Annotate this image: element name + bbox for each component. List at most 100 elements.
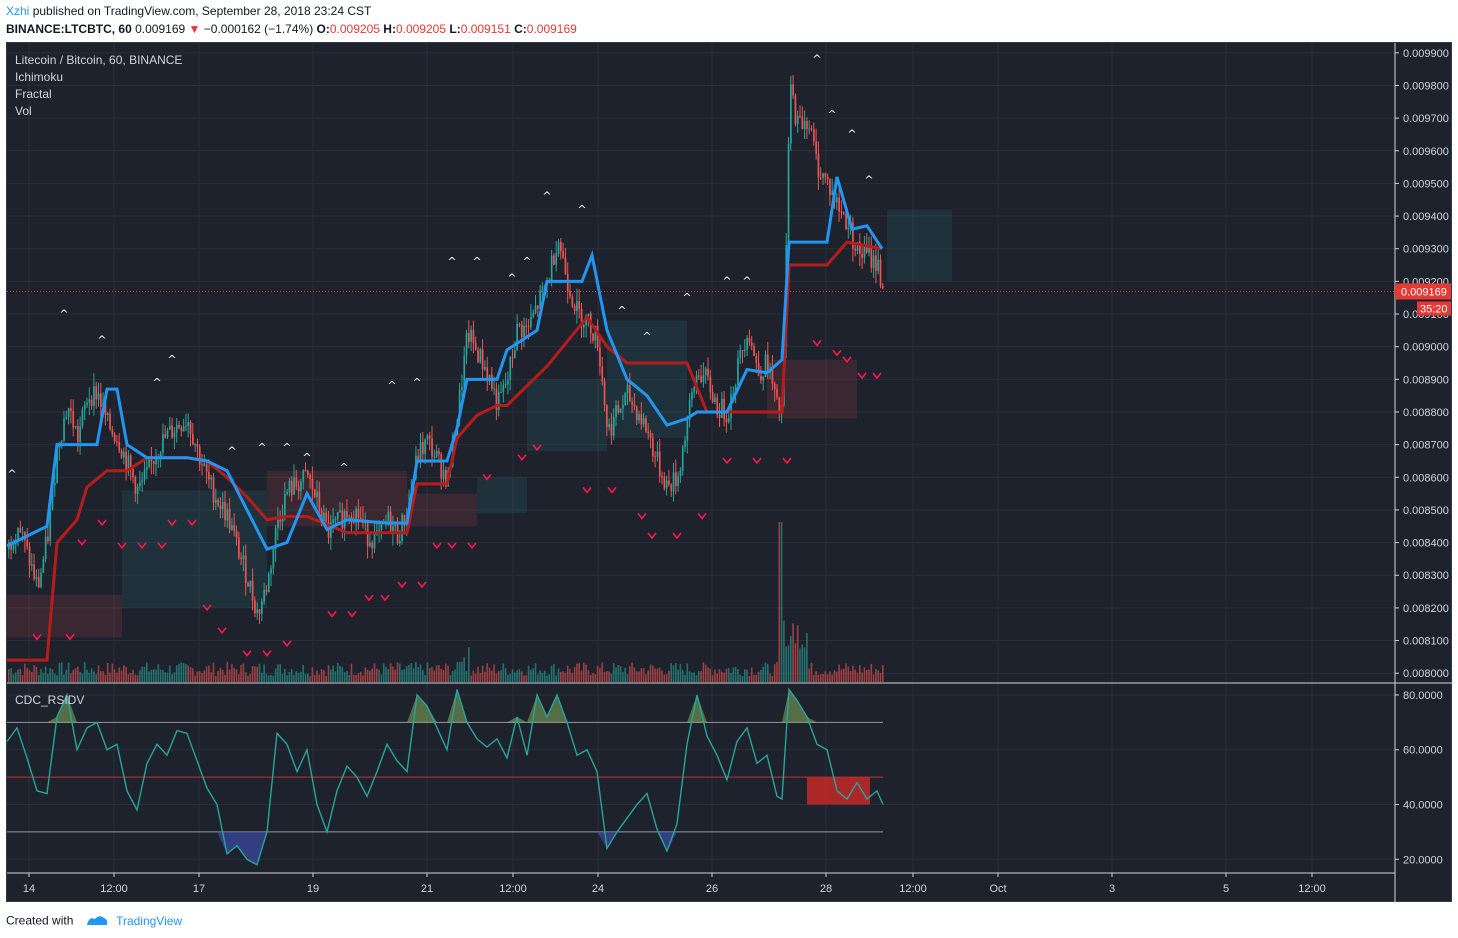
candle-body	[132, 468, 134, 478]
candle-body	[203, 463, 206, 466]
volume-bar	[553, 664, 555, 682]
volume-bar	[86, 669, 88, 682]
volume-bar	[399, 663, 401, 682]
fractal-up-icon: ^	[812, 53, 821, 66]
volume-bar	[562, 671, 564, 682]
candle-body	[661, 476, 663, 478]
volume-bar	[822, 673, 824, 682]
candle-body	[426, 435, 429, 440]
candle-body	[33, 564, 35, 579]
candle-body	[295, 477, 298, 487]
candle-body	[688, 399, 691, 420]
indicator-ichimoku[interactable]: Ichimoku	[15, 70, 64, 84]
volume-bar	[327, 665, 330, 682]
volume-bar	[325, 675, 327, 682]
fractal-up-icon: ^	[522, 255, 531, 268]
volume-bar	[794, 643, 797, 682]
candle-body	[474, 343, 477, 350]
volume-bar	[773, 664, 776, 682]
volume-bar	[247, 675, 249, 682]
volume-bar	[465, 670, 468, 682]
volume-bar	[578, 662, 580, 682]
volume-bar	[357, 673, 360, 682]
candle-body	[97, 393, 100, 400]
volume-bar	[619, 666, 622, 682]
volume-bar	[415, 662, 417, 682]
volume-bar	[109, 672, 111, 682]
candle-body	[746, 337, 748, 350]
candle-body	[399, 540, 401, 544]
candle-body	[665, 480, 668, 489]
fractal-down-icon	[872, 372, 882, 380]
volume-bar	[42, 672, 45, 682]
candle-body	[511, 357, 514, 359]
price-tick-label: 0.009700	[1403, 113, 1449, 125]
volume-bar	[196, 671, 199, 682]
volume-bar	[767, 663, 769, 682]
fractal-down-icon	[482, 473, 492, 481]
candle-body	[270, 568, 272, 574]
time-tick-label: 12:00	[899, 883, 927, 895]
volume-bar	[649, 664, 652, 682]
sub-indicator-title[interactable]: CDC_RSIDV	[15, 693, 85, 707]
volume-bar	[854, 669, 856, 682]
indicator-fractal[interactable]: Fractal	[15, 87, 52, 101]
candle-body	[212, 477, 215, 503]
indicator-vol[interactable]: Vol	[15, 104, 32, 118]
volume-bar	[603, 672, 606, 682]
tradingview-link[interactable]: TradingView	[116, 913, 183, 928]
candle-body	[771, 367, 774, 384]
candle-body	[647, 431, 650, 434]
author-link[interactable]: Xzhi	[6, 4, 30, 18]
open-value: 0.009205	[329, 22, 380, 36]
volume-bar	[136, 675, 139, 682]
candle-body	[88, 399, 91, 403]
created-with-label: Created with	[6, 913, 74, 928]
low-label: L:	[449, 22, 461, 36]
volume-bar	[684, 674, 686, 682]
candle-body	[537, 305, 539, 309]
rsi-overbought-fill	[527, 694, 537, 723]
volume-bar	[491, 670, 493, 682]
chart-container[interactable]: ^^^^^^^^^^^^^^^^^^^^^^^^^^^^^0.0099000.0…	[6, 42, 1453, 903]
volume-bar	[382, 663, 385, 682]
volume-bar	[146, 662, 148, 682]
candle-body	[277, 519, 279, 529]
volume-bar	[141, 666, 143, 682]
fractal-down-icon	[242, 650, 252, 657]
chart-svg[interactable]: ^^^^^^^^^^^^^^^^^^^^^^^^^^^^^0.0099000.0…	[7, 43, 1453, 903]
tradingview-logo-icon	[85, 913, 109, 930]
volume-bar	[120, 670, 123, 682]
candle-body	[470, 329, 472, 342]
volume-bar	[408, 664, 410, 682]
volume-bar	[737, 669, 739, 682]
candle-body	[534, 305, 537, 313]
candle-body	[801, 116, 804, 129]
candle-body	[668, 480, 670, 485]
volume-bar	[392, 666, 394, 682]
volume-bar	[148, 671, 150, 682]
volume-bar	[316, 670, 318, 682]
volume-bar	[189, 667, 192, 682]
rsi-oversold-fill	[597, 831, 607, 849]
candle-body	[695, 375, 698, 388]
volume-bar	[366, 669, 369, 682]
high-value: 0.009205	[395, 22, 447, 36]
volume-bar	[716, 673, 718, 682]
fractal-down-icon	[327, 610, 337, 618]
fractal-down-icon	[347, 610, 357, 618]
volume-bar	[405, 666, 408, 682]
candle-body	[51, 485, 54, 510]
volume-bar	[663, 674, 666, 682]
fractal-up-icon: ^	[387, 379, 396, 392]
volume-bar	[313, 674, 316, 682]
candle-body	[698, 375, 700, 377]
volume-bar	[221, 669, 224, 682]
fractal-down-icon	[77, 539, 87, 546]
candle-body	[497, 392, 500, 410]
candle-body	[104, 402, 107, 416]
volume-bar	[819, 673, 822, 682]
candle-body	[106, 413, 109, 416]
candle-body	[863, 245, 866, 258]
volume-bar	[228, 669, 231, 682]
